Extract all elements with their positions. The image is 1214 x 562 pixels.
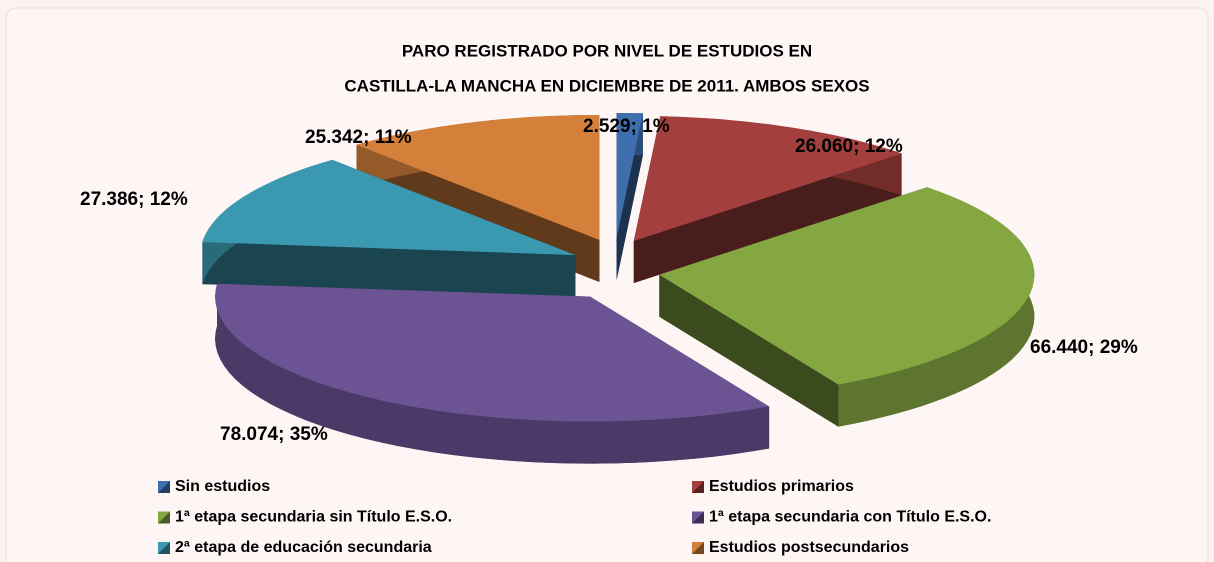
pie: 2.529; 1% 26.060; 12% 66.440; 29% 78.074; 3…	[80, 113, 1138, 464]
slice-wall	[633, 153, 902, 283]
slice	[659, 187, 1035, 385]
slice	[356, 115, 600, 240]
data-label: 78.074; 35%	[220, 424, 328, 445]
slice	[202, 159, 576, 256]
legend-label: Estudios primarios	[709, 478, 854, 495]
legend-label: 2ª etapa de educación secundaria	[175, 539, 432, 556]
legend-swatch-shade	[158, 511, 170, 524]
slice	[215, 283, 770, 422]
data-label: 27.386; 12%	[80, 189, 188, 210]
legend-label: 1ª etapa secundaria con Título E.S.O.	[709, 509, 991, 526]
legend-label: Estudios postsecundarios	[709, 539, 909, 556]
legend-swatch-shade	[692, 511, 704, 524]
chart-area	[5, 7, 1209, 562]
data-label: 2.529; 1%	[583, 116, 670, 137]
slice-wall	[659, 274, 839, 427]
chart-title: PARO REGISTRADO POR NIVEL DE ESTUDIOS EN	[402, 41, 812, 60]
legend-swatch-shade	[692, 481, 704, 493]
legend-label: 1ª etapa secundaria sin Título E.S.O.	[175, 509, 452, 526]
legend-swatch-shade	[158, 542, 170, 554]
legend-swatch-shade	[692, 542, 704, 554]
slice	[633, 116, 902, 241]
data-label: 25.342; 11%	[305, 127, 412, 148]
legend-label: Sin estudios	[175, 478, 270, 495]
data-label: 26.060; 12%	[795, 136, 903, 157]
legend-swatch-shade	[158, 481, 170, 493]
slice	[616, 113, 643, 238]
legend: Sin estudios Estudios primarios 1ª etapa s…	[158, 478, 991, 556]
slice-side	[215, 283, 770, 464]
data-label: 66.440; 29%	[1030, 337, 1138, 358]
chart-title: CASTILLA-LA MANCHA EN DICIEMBRE DE 2011.…	[344, 76, 869, 95]
